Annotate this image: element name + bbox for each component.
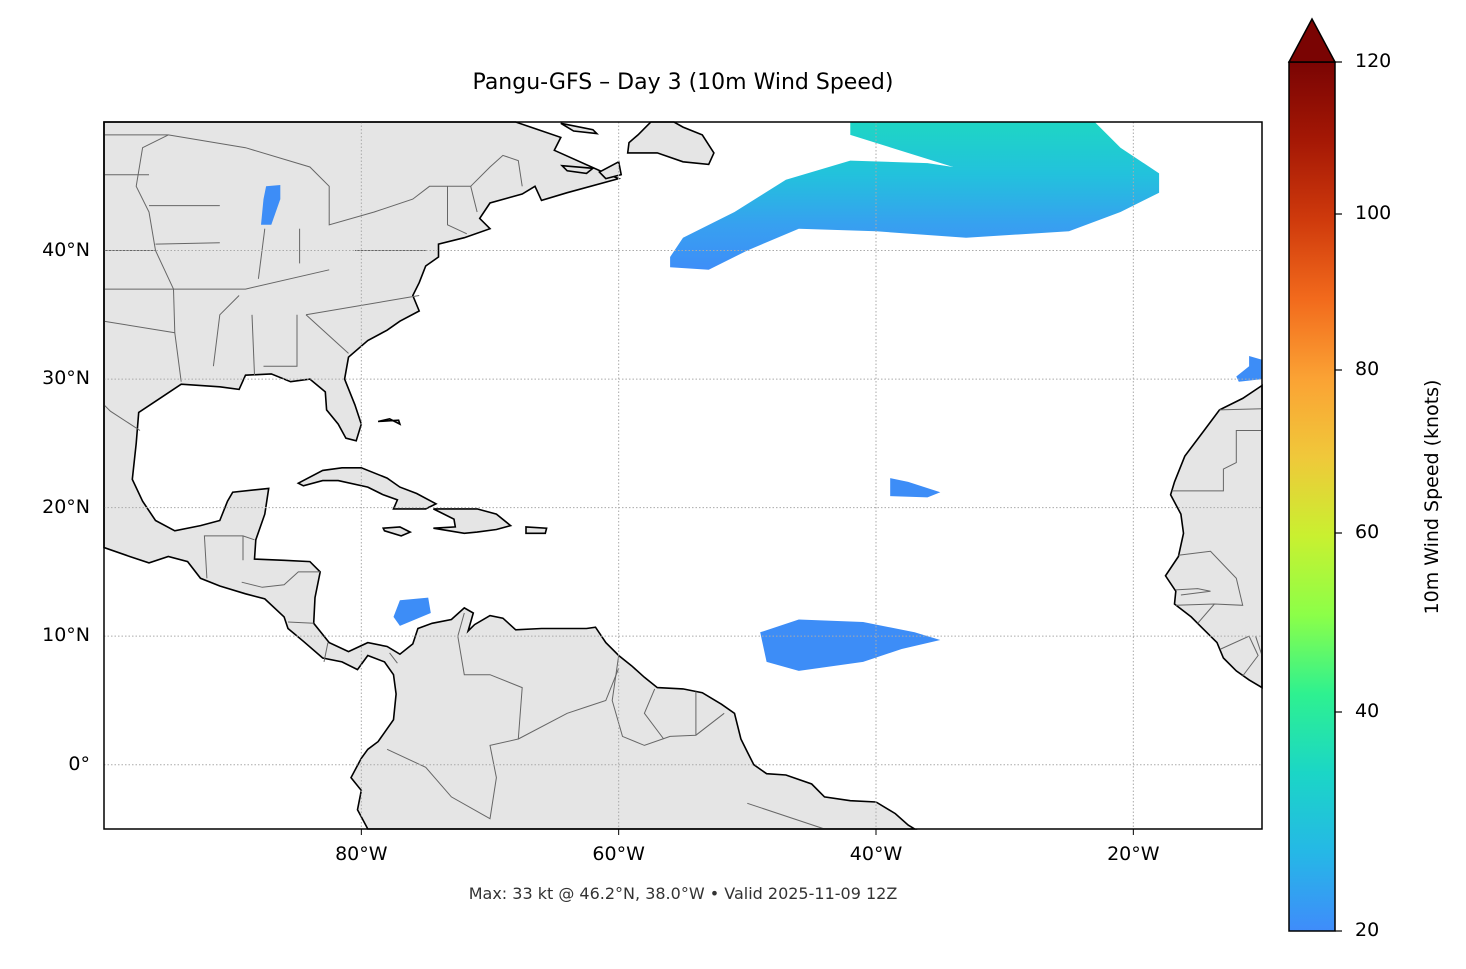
country-state-border xyxy=(1197,603,1215,624)
lat-tick-label: 0° xyxy=(68,752,90,775)
colorbar-tick-label: 120 xyxy=(1355,50,1392,72)
colorbar-extend-arrow xyxy=(1287,17,1337,63)
land-africa xyxy=(1164,384,1263,690)
lon-tick-label: 40°W xyxy=(849,843,903,865)
country-state-border xyxy=(386,612,523,820)
colorbar-tick-label: 60 xyxy=(1355,521,1380,543)
country-state-border xyxy=(747,802,825,830)
country-state-border xyxy=(251,314,255,376)
map-frame xyxy=(103,121,1263,830)
country-state-border xyxy=(212,295,240,367)
colorbar-tick-label: 20 xyxy=(1355,919,1380,941)
wind-region-subtropical-blob xyxy=(890,478,941,498)
country-state-border xyxy=(173,269,330,290)
lat-tick-label: 30°N xyxy=(42,367,90,390)
land-anticosti xyxy=(560,122,599,135)
country-state-border xyxy=(1175,588,1211,596)
country-state-border xyxy=(1255,636,1263,656)
land-bahamas xyxy=(377,418,402,426)
lon-tick-label: 80°W xyxy=(335,843,388,865)
country-state-border xyxy=(305,314,349,354)
country-state-border xyxy=(287,621,314,624)
map-title: Pangu-GFS – Day 3 (10m Wind Speed) xyxy=(472,70,894,95)
colorbar-bar xyxy=(1288,61,1336,932)
country-state-border xyxy=(447,186,468,235)
lon-tick-label: 60°W xyxy=(592,843,645,865)
land-cuba xyxy=(296,466,438,510)
lon-tick-label: 20°W xyxy=(1107,843,1160,865)
lat-tick-label: 10°N xyxy=(42,624,90,647)
country-state-border xyxy=(323,642,329,662)
wind-region-canary-blob xyxy=(1236,356,1262,382)
wind-field-layer xyxy=(261,122,1262,671)
map-footer: Max: 33 kt @ 46.2°N, 38.0°W • Valid 2025… xyxy=(468,884,898,903)
country-state-border xyxy=(518,668,620,740)
gridlines xyxy=(104,122,1262,835)
colorbar-tick-label: 100 xyxy=(1355,202,1392,224)
country-state-border xyxy=(305,295,420,316)
colorbar-label: 10m Wind Speed (knots) xyxy=(1421,379,1443,615)
country-state-border xyxy=(103,404,141,431)
country-state-border xyxy=(241,571,321,588)
colorbar xyxy=(1287,17,1342,932)
wind-region-north-atlantic-jet xyxy=(670,122,1160,270)
country-state-border xyxy=(1220,635,1259,677)
country-state-border xyxy=(643,688,665,740)
land-layer xyxy=(103,121,1263,830)
lat-tick-label: 20°N xyxy=(42,495,90,518)
country-state-border xyxy=(257,228,266,279)
country-state-border xyxy=(389,652,398,664)
country-state-border xyxy=(135,134,182,382)
country-state-border xyxy=(203,535,255,579)
land-americas xyxy=(103,121,918,830)
country-state-border xyxy=(470,186,478,213)
land-pei xyxy=(559,164,595,175)
colorbar-tick-label: 80 xyxy=(1355,358,1380,380)
country-state-border xyxy=(1175,550,1244,606)
land-jamaica xyxy=(381,526,413,537)
wind-region-lake-michigan xyxy=(261,185,281,225)
country-state-border xyxy=(104,134,523,226)
land-capebreton xyxy=(598,160,623,180)
country-state-border xyxy=(103,320,175,334)
country-state-border xyxy=(263,314,298,367)
colorbar-tick-label: 40 xyxy=(1355,700,1380,722)
wind-region-caribbean-blob xyxy=(393,597,431,626)
country-state-border xyxy=(1171,430,1262,492)
land-hispaniola xyxy=(433,508,513,535)
lat-tick-label: 40°N xyxy=(42,238,90,261)
country-state-border xyxy=(155,242,220,245)
wind-region-itcz-blob xyxy=(760,619,941,671)
land-puertorico xyxy=(525,526,548,535)
land-newfoundland xyxy=(626,121,715,166)
country-state-border xyxy=(1219,408,1263,411)
